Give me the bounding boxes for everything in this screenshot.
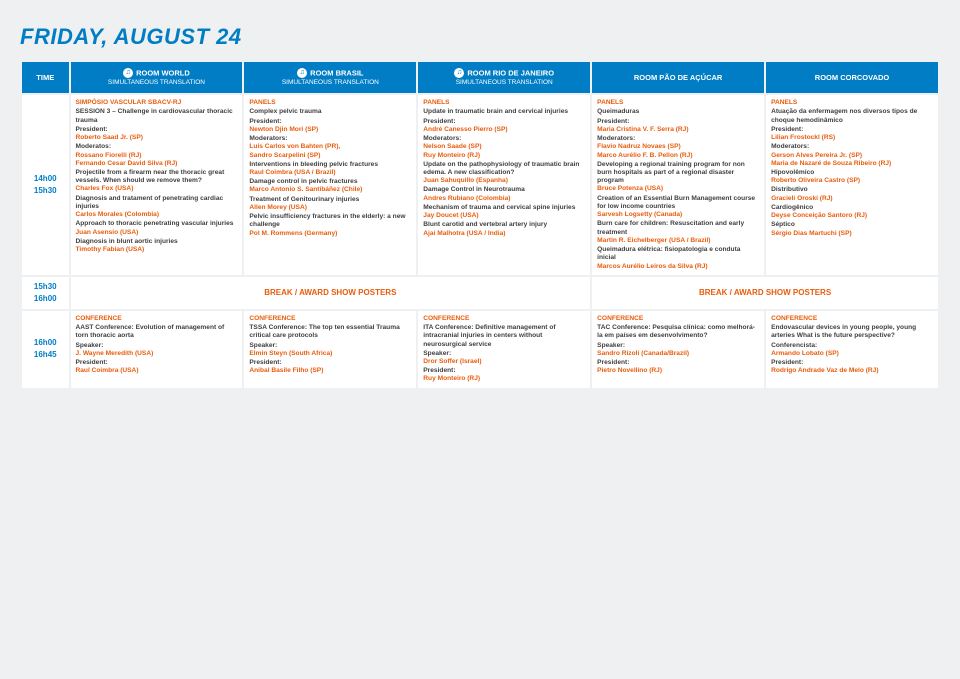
header-room-corcovado: ROOM CORCOVADO [766,62,938,93]
category: SIMPÓSIO VASCULAR SBACV-RJ [76,99,238,107]
cell-brasil-3: CONFERENCE TSSA Conference: The top ten … [244,311,416,388]
header-row: TIME ♫ROOM WORLDSIMULTANEOUS TRANSLATION… [22,62,938,93]
slot-2: 15h3016h00 BREAK / AWARD SHOW POSTERS BR… [22,277,938,309]
time-cell: 16h0016h45 [22,311,69,388]
session-title: SESSION 3 – Challenge in cardiovascular … [76,108,238,124]
cell-world-1: SIMPÓSIO VASCULAR SBACV-RJ SESSION 3 – C… [71,95,243,275]
header-room-world: ♫ROOM WORLDSIMULTANEOUS TRANSLATION [71,62,243,93]
header-room-brasil: ♫ROOM BRASILSIMULTANEOUS TRANSLATION [244,62,416,93]
headphones-icon: ♫ [454,68,464,78]
header-room-pao: ROOM PÃO DE AÇÚCAR [592,62,764,93]
cell-corcovado-1: PANELS Atuação da enfermagem nos diverso… [766,95,938,275]
schedule-table: TIME ♫ROOM WORLDSIMULTANEOUS TRANSLATION… [20,60,940,390]
break-cell: BREAK / AWARD SHOW POSTERS [592,277,938,309]
headphones-icon: ♫ [123,68,133,78]
cell-corcovado-3: CONFERENCE Endovascular devices in young… [766,311,938,388]
cell-world-3: CONFERENCE AAST Conference: Evolution of… [71,311,243,388]
headphones-icon: ♫ [297,68,307,78]
page-title: FRIDAY, AUGUST 24 [20,24,940,50]
header-time: TIME [22,62,69,93]
cell-pao-1: PANELS Queimaduras President:Maria Crist… [592,95,764,275]
slot-1: 14h0015h30 SIMPÓSIO VASCULAR SBACV-RJ SE… [22,95,938,275]
time-cell: 14h0015h30 [22,95,69,275]
break-cell: BREAK / AWARD SHOW POSTERS [71,277,591,309]
cell-rio-1: PANELS Update in traumatic brain and cer… [418,95,590,275]
header-room-rio: ♫ROOM RIO DE JANEIROSIMULTANEOUS TRANSLA… [418,62,590,93]
cell-brasil-1: PANELS Complex pelvic trauma President:N… [244,95,416,275]
time-cell: 15h3016h00 [22,277,69,309]
cell-rio-3: CONFERENCE ITA Conference: Definitive ma… [418,311,590,388]
slot-3: 16h0016h45 CONFERENCE AAST Conference: E… [22,311,938,388]
cell-pao-3: CONFERENCE TAC Conference: Pesquisa clín… [592,311,764,388]
